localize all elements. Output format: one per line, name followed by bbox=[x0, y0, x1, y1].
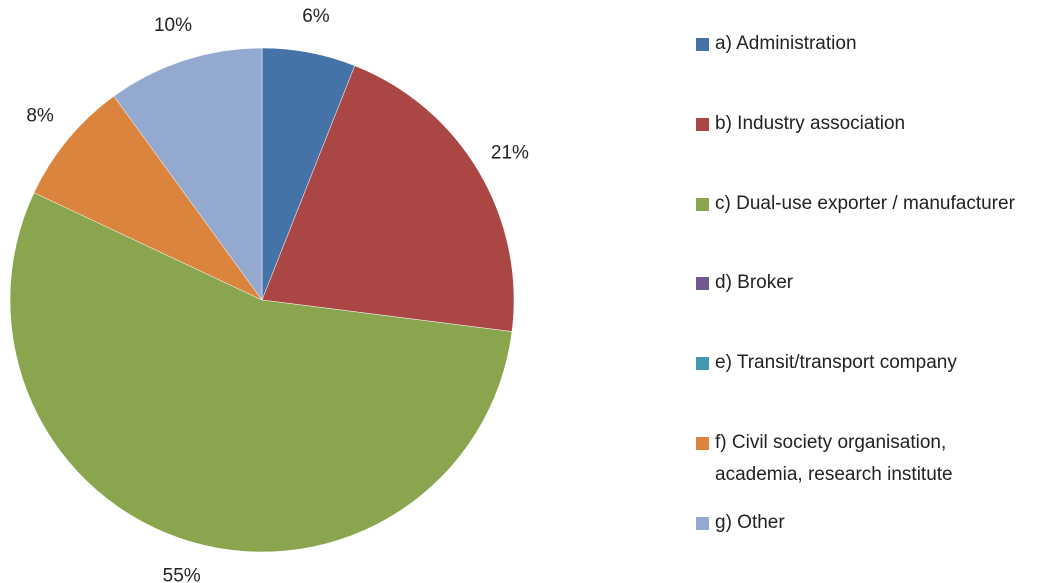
pie-slice bbox=[9, 192, 513, 553]
data-label: 8% bbox=[26, 105, 54, 126]
legend-item: f) Civil society organisation, academia,… bbox=[690, 427, 1030, 491]
data-label: 55% bbox=[163, 566, 201, 583]
legend-label: f) Civil society organisation, academia,… bbox=[715, 432, 953, 485]
legend-item: b) Industry association bbox=[690, 108, 1030, 140]
legend-swatch bbox=[696, 117, 709, 131]
legend-item: c) Dual-use exporter / manufacturer bbox=[690, 188, 1030, 220]
pie-slice bbox=[113, 47, 263, 301]
legend-item: g) Other bbox=[690, 507, 1030, 539]
legend-label: b) Industry association bbox=[715, 112, 906, 134]
data-label: 6% bbox=[302, 6, 330, 27]
data-label: 21% bbox=[491, 142, 529, 163]
legend-swatch bbox=[696, 197, 709, 211]
data-label: 10% bbox=[154, 15, 192, 36]
legend-label: g) Other bbox=[715, 511, 785, 533]
legend-item: e) Transit/transport company bbox=[690, 347, 1030, 379]
legend-swatch bbox=[696, 437, 709, 450]
pie-slice bbox=[33, 95, 263, 301]
legend-label: c) Dual-use exporter / manufacturer bbox=[715, 192, 1015, 214]
legend-swatch bbox=[696, 357, 709, 371]
legend-item: a) Administration bbox=[690, 28, 1030, 60]
legend-swatch bbox=[696, 516, 709, 530]
legend-label: a) Administration bbox=[715, 33, 857, 54]
legend-swatch bbox=[696, 277, 709, 291]
legend-swatch bbox=[696, 38, 709, 51]
legend-label: e) Transit/transport company bbox=[715, 352, 957, 374]
legend-label: d) Broker bbox=[715, 272, 794, 294]
pie-slice bbox=[261, 65, 515, 332]
legend-item: d) Broker bbox=[690, 267, 1030, 299]
